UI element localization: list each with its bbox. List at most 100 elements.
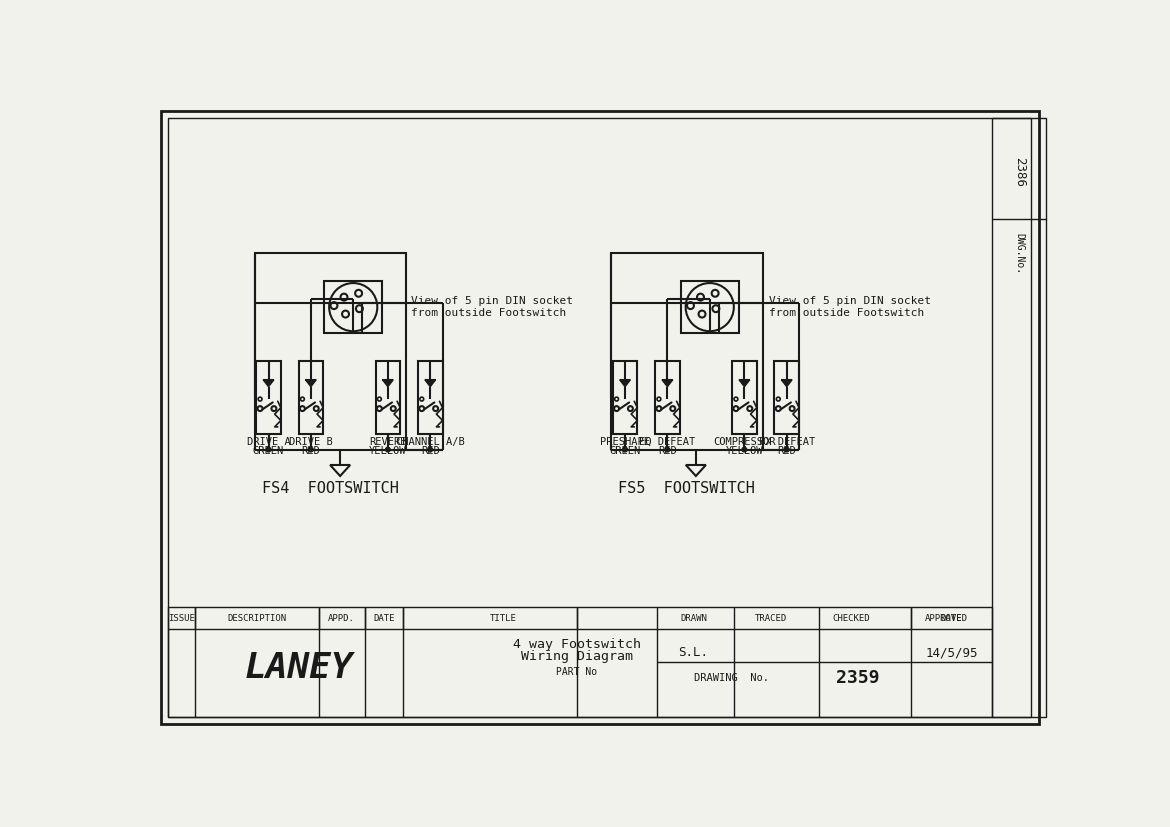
Polygon shape	[383, 380, 393, 387]
Bar	[992, 118, 1046, 717]
Circle shape	[742, 447, 746, 452]
Bar	[168, 608, 992, 717]
Polygon shape	[425, 380, 435, 387]
Bar	[256, 361, 281, 434]
Bar	[376, 361, 400, 434]
Text: CHANNEL A/B: CHANNEL A/B	[395, 437, 464, 447]
Bar	[418, 361, 442, 434]
Circle shape	[342, 311, 349, 318]
Text: FS4  FOOTSWITCH: FS4 FOOTSWITCH	[262, 480, 399, 495]
Circle shape	[614, 397, 619, 401]
Text: APPROVED: APPROVED	[924, 614, 968, 623]
Text: View of 5 pin DIN socket: View of 5 pin DIN socket	[769, 296, 931, 306]
Text: YELLOW: YELLOW	[369, 446, 407, 457]
Bar	[324, 281, 383, 333]
Polygon shape	[620, 380, 631, 387]
Text: 14/5/95: 14/5/95	[925, 647, 978, 659]
Bar	[298, 361, 323, 434]
Text: DRAWN: DRAWN	[680, 614, 707, 623]
Text: DRAWING  No.: DRAWING No.	[694, 672, 769, 682]
Circle shape	[356, 305, 363, 312]
Circle shape	[776, 406, 780, 411]
Bar	[655, 361, 680, 434]
Text: RED: RED	[302, 446, 321, 457]
Circle shape	[687, 302, 694, 309]
Bar	[255, 253, 406, 304]
Text: from outside Footswitch: from outside Footswitch	[411, 308, 566, 318]
Text: APPD.: APPD.	[329, 614, 356, 623]
Text: 4 way Footswitch: 4 way Footswitch	[512, 638, 640, 651]
Text: CHECKED: CHECKED	[833, 614, 870, 623]
Text: PRESHAPE: PRESHAPE	[600, 437, 651, 447]
Polygon shape	[662, 380, 673, 387]
Circle shape	[267, 447, 270, 452]
Circle shape	[301, 397, 304, 401]
Text: PART No: PART No	[556, 667, 597, 677]
Circle shape	[734, 406, 738, 411]
Circle shape	[391, 406, 395, 411]
Text: LANEY: LANEY	[245, 652, 353, 686]
Circle shape	[784, 447, 789, 452]
Text: DATE: DATE	[373, 614, 394, 623]
Circle shape	[713, 305, 720, 312]
Circle shape	[309, 447, 314, 452]
Text: 2386: 2386	[1013, 157, 1026, 188]
Bar	[775, 361, 799, 434]
Circle shape	[377, 406, 381, 411]
Text: DESCRIPTION: DESCRIPTION	[227, 614, 287, 623]
Circle shape	[340, 294, 347, 300]
Circle shape	[697, 294, 704, 300]
Circle shape	[259, 397, 262, 401]
Text: ISSUE: ISSUE	[168, 614, 195, 623]
Text: REVERB: REVERB	[369, 437, 407, 447]
Text: Wiring Diagram: Wiring Diagram	[521, 650, 633, 663]
Bar	[681, 281, 738, 333]
Text: FX DEFEAT: FX DEFEAT	[758, 437, 814, 447]
Polygon shape	[305, 380, 316, 387]
Circle shape	[386, 447, 390, 452]
Circle shape	[656, 406, 661, 411]
Bar	[613, 361, 638, 434]
Circle shape	[378, 397, 381, 401]
Circle shape	[271, 406, 276, 411]
Text: View of 5 pin DIN socket: View of 5 pin DIN socket	[411, 296, 573, 306]
Polygon shape	[263, 380, 274, 387]
Text: TRACED: TRACED	[755, 614, 786, 623]
Circle shape	[420, 397, 424, 401]
Text: GREEN: GREEN	[253, 446, 284, 457]
Text: RED: RED	[421, 446, 440, 457]
Circle shape	[777, 397, 780, 401]
Circle shape	[300, 406, 305, 411]
Bar	[732, 361, 757, 434]
Circle shape	[428, 447, 433, 452]
Circle shape	[698, 311, 706, 318]
Circle shape	[622, 447, 627, 452]
Text: COMPRESSOR: COMPRESSOR	[714, 437, 776, 447]
Text: 2359: 2359	[835, 668, 880, 686]
Text: RED: RED	[658, 446, 676, 457]
Circle shape	[734, 397, 738, 401]
Circle shape	[748, 406, 752, 411]
Circle shape	[665, 447, 669, 452]
Circle shape	[330, 302, 337, 309]
Circle shape	[790, 406, 794, 411]
Text: GREEN: GREEN	[610, 446, 641, 457]
Text: from outside Footswitch: from outside Footswitch	[769, 308, 924, 318]
Text: FS5  FOOTSWITCH: FS5 FOOTSWITCH	[618, 480, 755, 495]
Polygon shape	[782, 380, 792, 387]
Circle shape	[433, 406, 438, 411]
Text: EQ DEFEAT: EQ DEFEAT	[639, 437, 695, 447]
Circle shape	[614, 406, 619, 411]
Circle shape	[670, 406, 675, 411]
Polygon shape	[739, 380, 750, 387]
Circle shape	[356, 289, 362, 297]
Circle shape	[419, 406, 425, 411]
Circle shape	[628, 406, 633, 411]
Text: DATE: DATE	[941, 614, 962, 623]
Circle shape	[257, 406, 262, 411]
Circle shape	[711, 289, 718, 297]
Text: TITLE: TITLE	[489, 614, 516, 623]
Text: DRIVE B: DRIVE B	[289, 437, 332, 447]
Text: YELLOW: YELLOW	[725, 446, 763, 457]
Text: RED: RED	[777, 446, 796, 457]
